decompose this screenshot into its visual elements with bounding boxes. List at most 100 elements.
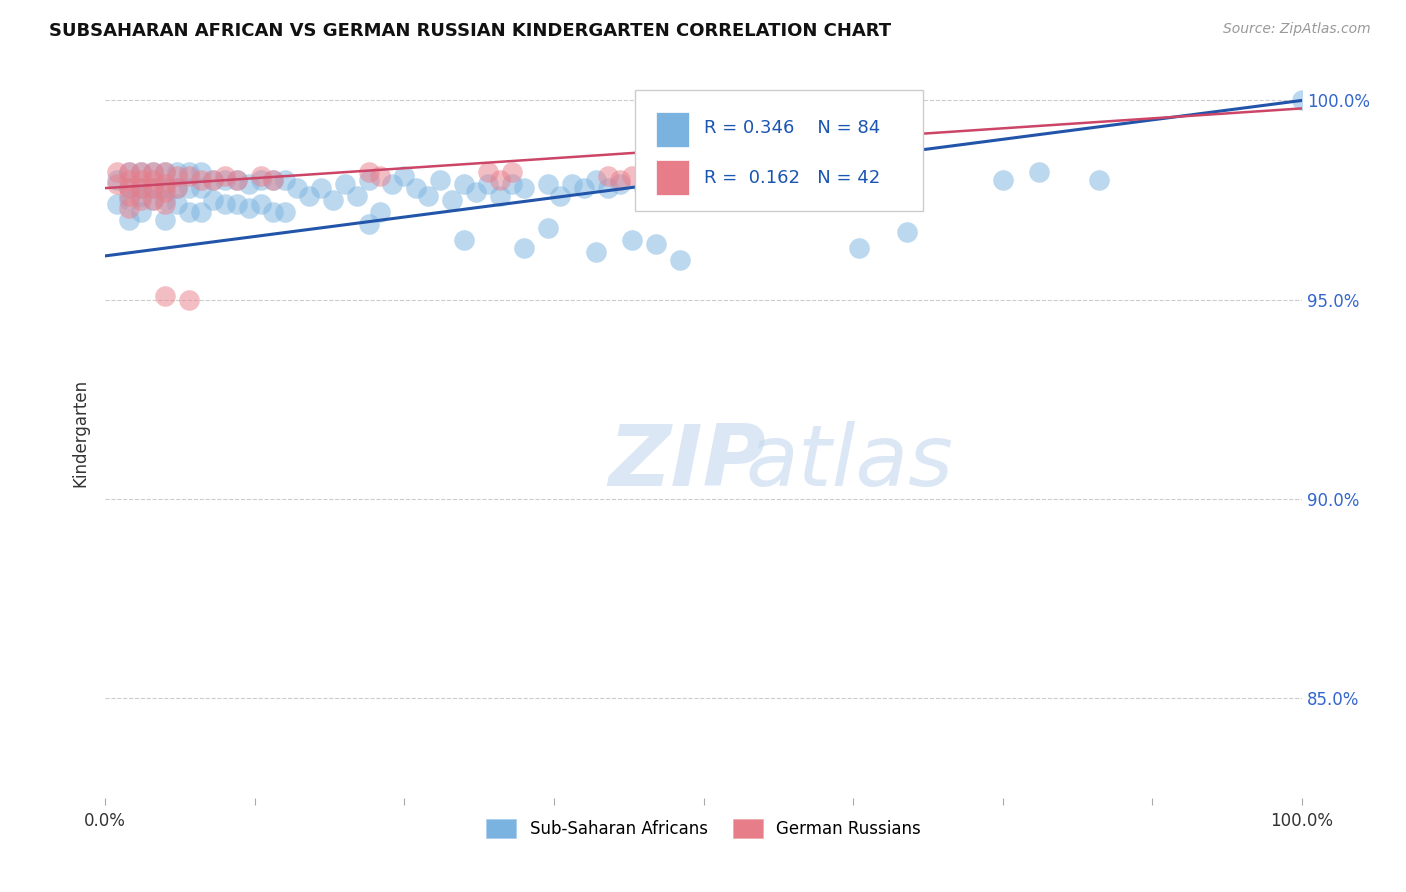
Legend: Sub-Saharan Africans, German Russians: Sub-Saharan Africans, German Russians (479, 812, 928, 845)
Point (118, 173, 141, 187)
Point (489, 173, 512, 187)
Point (609, 173, 631, 187)
Bar (655, 161, 689, 195)
Point (477, 165, 499, 179)
Point (214, 197, 236, 211)
Point (238, 201, 260, 215)
Point (129, 165, 152, 179)
Point (477, 177, 499, 191)
Point (453, 233, 475, 247)
Point (309, 181, 332, 195)
Point (105, 173, 128, 187)
Point (249, 169, 271, 183)
Point (177, 165, 200, 179)
Text: SUBSAHARAN AFRICAN VS GERMAN RUSSIAN KINDERGARTEN CORRELATION CHART: SUBSAHARAN AFRICAN VS GERMAN RUSSIAN KIN… (49, 22, 891, 40)
Point (129, 193, 152, 207)
Point (1291, 94, 1313, 108)
Point (418, 189, 440, 203)
Point (153, 193, 176, 207)
Point (262, 173, 284, 187)
Point (381, 177, 404, 191)
Point (142, 181, 165, 195)
Point (142, 165, 165, 179)
Point (129, 165, 152, 179)
Point (322, 193, 344, 207)
Point (896, 225, 918, 239)
Point (190, 173, 212, 187)
Point (118, 165, 141, 179)
Point (837, 173, 859, 187)
Point (346, 189, 368, 203)
Point (465, 185, 488, 199)
Point (429, 173, 451, 187)
Text: atlas: atlas (745, 421, 953, 504)
Point (441, 193, 464, 207)
Point (153, 185, 176, 199)
Point (405, 181, 427, 195)
Point (142, 193, 165, 207)
Point (225, 173, 247, 187)
Point (681, 177, 703, 191)
Point (166, 181, 188, 195)
Point (129, 173, 152, 187)
Point (166, 181, 188, 195)
Point (201, 173, 224, 187)
Point (129, 189, 152, 203)
Point (357, 173, 380, 187)
Point (190, 205, 212, 219)
Point (585, 173, 607, 187)
Point (190, 165, 212, 179)
Y-axis label: Kindergarten: Kindergarten (72, 379, 89, 487)
Point (501, 177, 523, 191)
Point (105, 197, 128, 211)
Point (537, 221, 560, 235)
Point (489, 189, 512, 203)
Point (513, 241, 536, 255)
Point (142, 165, 165, 179)
Point (1087, 173, 1109, 187)
Point (249, 173, 271, 187)
Point (561, 177, 583, 191)
Point (501, 165, 523, 179)
Point (848, 241, 870, 255)
Point (285, 181, 308, 195)
Point (166, 169, 188, 183)
Point (142, 181, 165, 195)
Point (214, 169, 236, 183)
Point (153, 165, 176, 179)
Point (357, 217, 380, 231)
Point (537, 177, 560, 191)
Point (142, 173, 165, 187)
Point (118, 165, 141, 179)
Point (609, 177, 631, 191)
Point (225, 173, 247, 187)
Point (262, 205, 284, 219)
Text: R = 0.346    N = 84: R = 0.346 N = 84 (703, 120, 880, 137)
Point (657, 177, 679, 191)
Point (166, 197, 188, 211)
Point (129, 205, 152, 219)
Bar (655, 112, 689, 147)
Point (453, 177, 475, 191)
Point (166, 165, 188, 179)
FancyBboxPatch shape (636, 90, 922, 211)
Point (118, 193, 141, 207)
Point (225, 197, 247, 211)
Point (620, 169, 643, 183)
Point (118, 181, 141, 195)
Point (585, 244, 607, 259)
Point (129, 181, 152, 195)
Point (249, 197, 271, 211)
Point (728, 173, 751, 187)
Point (177, 205, 200, 219)
Point (153, 165, 176, 179)
Point (177, 181, 200, 195)
Point (177, 293, 200, 307)
Point (214, 173, 236, 187)
Point (716, 169, 738, 183)
Point (668, 252, 690, 267)
Point (274, 205, 297, 219)
Point (572, 181, 595, 195)
Point (201, 173, 224, 187)
Point (153, 289, 176, 303)
